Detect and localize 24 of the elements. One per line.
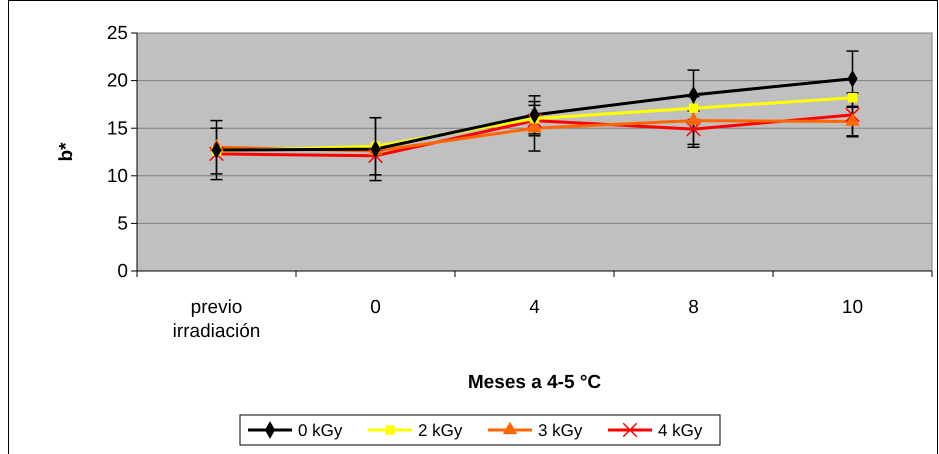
x-tick-label: 8 — [688, 297, 699, 318]
point — [848, 92, 858, 102]
y-tick-label: 25 — [106, 23, 128, 44]
legend-label: 4 kGy — [658, 421, 703, 440]
x-tick-label: 4 — [529, 297, 540, 318]
x-tick-label: previo irradiación — [172, 297, 260, 342]
x-tick-label: 0 — [370, 297, 381, 318]
x-axis-title: Meses a 4-5 °C — [468, 372, 602, 393]
point — [527, 113, 542, 128]
legend-label: 3 kGy — [538, 421, 583, 440]
y-tick-label: 0 — [117, 261, 128, 282]
y-tick-label: 5 — [117, 213, 128, 234]
point — [845, 107, 860, 122]
y-tick-label: 10 — [106, 166, 128, 187]
point — [209, 146, 224, 162]
point — [688, 103, 698, 113]
y-tick-label: 15 — [106, 118, 128, 140]
x-tick-label: 10 — [842, 297, 864, 318]
y-axis-title: b* — [56, 142, 77, 162]
point — [686, 122, 701, 137]
y-tick-label: 20 — [106, 70, 128, 92]
point — [368, 148, 383, 164]
legend-label: 0 kGy — [298, 421, 343, 440]
legend-label: 2 kGy — [418, 421, 463, 440]
